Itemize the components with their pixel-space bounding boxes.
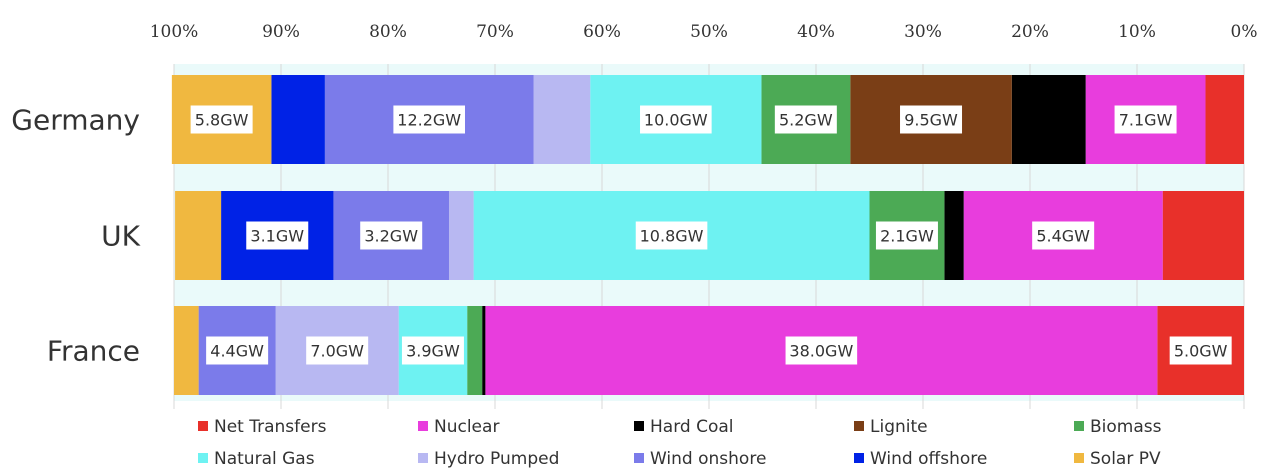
data-label: 2.1GW xyxy=(880,227,934,246)
x-tick-label: 30% xyxy=(904,22,942,42)
legend: Net Transfers Nuclear Hard Coal Lignite Biom… xyxy=(198,417,1162,469)
legend-swatch xyxy=(854,421,864,431)
legend-label: Natural Gas xyxy=(214,449,315,469)
x-tick-label: 90% xyxy=(262,22,300,42)
x-tick-label: 0% xyxy=(1231,22,1258,42)
legend-swatch xyxy=(1074,421,1084,431)
bar-segment xyxy=(449,191,474,280)
bar-segment xyxy=(467,306,482,395)
legend-swatch xyxy=(418,453,428,463)
x-axis-ticks: 100% 90% 80% 70% 60% 50% 40% 30% 20% 10% 0% xyxy=(150,22,1258,42)
legend-swatch xyxy=(198,421,208,431)
data-label: 4.4GW xyxy=(210,342,264,361)
bar-segment xyxy=(175,191,221,280)
x-tick-label: 10% xyxy=(1118,22,1156,42)
legend-label: Nuclear xyxy=(434,417,499,437)
legend-label: Hard Coal xyxy=(650,417,734,437)
x-tick-label: 50% xyxy=(690,22,728,42)
bar-segment xyxy=(944,191,963,280)
bar-segment xyxy=(1163,191,1244,280)
data-label: 5.4GW xyxy=(1036,227,1090,246)
legend-swatch xyxy=(418,421,428,431)
x-tick-label: 40% xyxy=(797,22,835,42)
x-tick-label: 60% xyxy=(583,22,621,42)
legend-swatch xyxy=(1074,453,1084,463)
data-label: 3.2GW xyxy=(364,227,418,246)
data-label: 10.8GW xyxy=(640,227,704,246)
legend-swatch xyxy=(854,453,864,463)
data-label: 5.2GW xyxy=(779,111,833,130)
x-tick-label: 100% xyxy=(150,22,199,42)
legend-label: Hydro Pumped xyxy=(434,449,559,469)
data-label: 7.0GW xyxy=(310,342,364,361)
bar-segment xyxy=(482,306,485,395)
legend-label: Wind offshore xyxy=(870,449,987,469)
bar-segment xyxy=(534,75,591,164)
legend-label: Lignite xyxy=(870,417,928,437)
category-label: Germany xyxy=(11,104,140,137)
data-label: 7.1GW xyxy=(1119,111,1173,130)
data-label: 3.9GW xyxy=(406,342,460,361)
bar-segment xyxy=(1205,75,1244,164)
data-label: 5.0GW xyxy=(1174,342,1228,361)
data-label: 12.2GW xyxy=(397,111,461,130)
category-labels: Germany UK France xyxy=(11,104,140,368)
category-label: France xyxy=(47,335,140,368)
legend-label: Net Transfers xyxy=(214,417,327,437)
bar-segment xyxy=(174,306,199,395)
legend-swatch xyxy=(198,453,208,463)
data-label: 10.0GW xyxy=(644,111,708,130)
data-label: 9.5GW xyxy=(904,111,958,130)
category-label: UK xyxy=(101,220,140,253)
x-tick-label: 80% xyxy=(369,22,407,42)
legend-label: Solar PV xyxy=(1090,449,1161,469)
data-label: 5.8GW xyxy=(195,111,249,130)
data-label: 38.0GW xyxy=(789,342,853,361)
bar-segment xyxy=(271,75,325,164)
legend-label: Biomass xyxy=(1090,417,1162,437)
data-label: 3.1GW xyxy=(250,227,304,246)
bars-layer: 7.1GW 9.5GW 5.2GW 10.0GW 12.2GW 5.8GW 5.4GW 2.1… xyxy=(172,75,1244,395)
x-tick-label: 20% xyxy=(1011,22,1049,42)
legend-label: Wind onshore xyxy=(650,449,766,469)
legend-swatch xyxy=(634,421,644,431)
legend-swatch xyxy=(634,453,644,463)
bar-segment xyxy=(1012,75,1086,164)
x-tick-label: 70% xyxy=(476,22,514,42)
